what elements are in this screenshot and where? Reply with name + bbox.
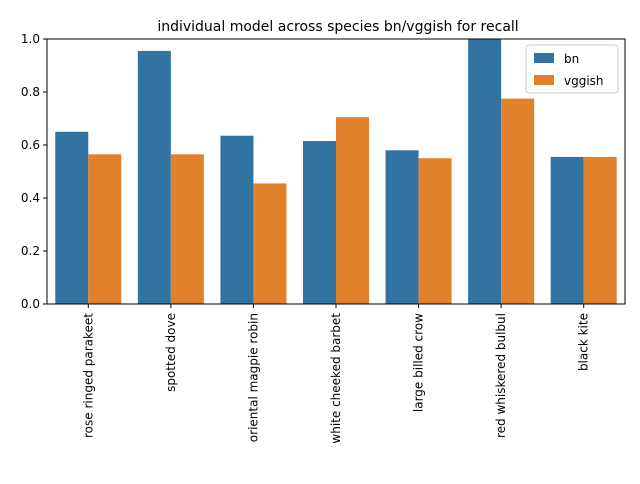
x-tick-label: rose ringed parakeet bbox=[81, 313, 95, 438]
x-tick-label: oriental magpie robin bbox=[246, 313, 260, 442]
x-tick-label: large billed crow bbox=[412, 313, 426, 412]
bar-vggish-1 bbox=[170, 154, 204, 304]
bar-bn-4 bbox=[385, 150, 419, 304]
x-tick-label: white cheeked barbet bbox=[329, 313, 343, 444]
bar-bn-0 bbox=[55, 131, 89, 304]
bar-vggish-2 bbox=[253, 183, 287, 304]
bar-bn-2 bbox=[220, 135, 254, 304]
bar-bn-1 bbox=[137, 50, 171, 304]
bar-bn-6 bbox=[550, 156, 584, 304]
legend-label-bn: bn bbox=[564, 52, 579, 66]
legend-swatch-vggish bbox=[534, 75, 554, 85]
x-tick-label: spotted dove bbox=[164, 313, 178, 392]
bar-vggish-6 bbox=[583, 156, 617, 304]
bars-group bbox=[55, 39, 617, 304]
x-tick-label: red whiskered bulbul bbox=[494, 313, 508, 438]
y-tick-label: 0.2 bbox=[21, 244, 40, 258]
y-tick-label: 1.0 bbox=[21, 32, 40, 46]
x-tick-label: black kite bbox=[577, 313, 591, 371]
y-tick-label: 0.6 bbox=[21, 138, 40, 152]
bar-vggish-5 bbox=[501, 98, 535, 304]
bar-vggish-4 bbox=[418, 158, 452, 304]
bar-bn-5 bbox=[468, 39, 502, 304]
plot-frame bbox=[46, 38, 626, 305]
y-tick-label: 0.4 bbox=[21, 191, 40, 205]
legend-swatch-bn bbox=[534, 53, 554, 63]
y-tick-label: 0.0 bbox=[21, 297, 40, 311]
bar-vggish-3 bbox=[336, 117, 370, 304]
legend: bn vggish bbox=[525, 44, 619, 94]
y-axis: 0.0 0.2 0.4 0.6 0.8 1.0 bbox=[21, 32, 47, 311]
chart-title: individual model across species bn/vggis… bbox=[157, 19, 518, 35]
bar-vggish-0 bbox=[88, 154, 122, 304]
bar-bn-3 bbox=[302, 141, 336, 304]
x-axis: rose ringed parakeet spotted dove oriental… bbox=[81, 304, 591, 444]
legend-label-vggish: vggish bbox=[564, 74, 604, 88]
y-tick-label: 0.8 bbox=[21, 85, 40, 99]
